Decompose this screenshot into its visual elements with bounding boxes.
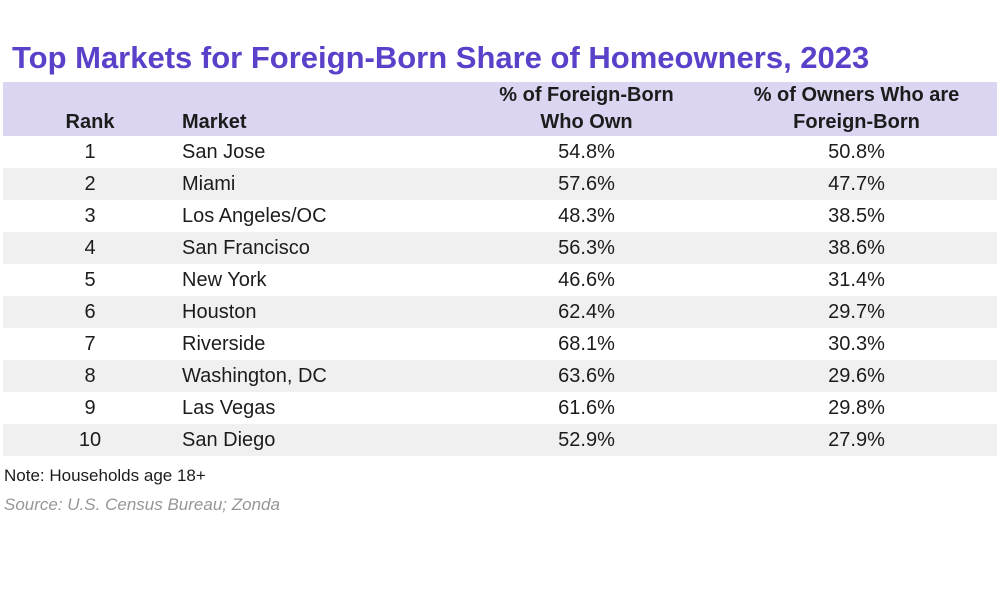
cell-pct-own: 68.1% bbox=[558, 333, 615, 355]
cell-market: Miami bbox=[182, 173, 236, 195]
cell-pct-own: 61.6% bbox=[558, 397, 615, 419]
cell-rank: 3 bbox=[84, 205, 96, 227]
cell-rank: 4 bbox=[84, 237, 96, 259]
cell-pct-own: 57.6% bbox=[558, 173, 615, 195]
cell-pct-foreign-born: 30.3% bbox=[828, 333, 885, 355]
cell-market: Las Vegas bbox=[182, 397, 276, 419]
table-row: 8 Washington, DC 63.6% 29.6% bbox=[3, 360, 997, 392]
cell-pct-foreign-born: 47.7% bbox=[828, 173, 885, 195]
cell-market: San Francisco bbox=[182, 237, 310, 259]
column-header-pct-own-line2: Who Own bbox=[540, 111, 633, 133]
cell-pct-foreign-born: 38.6% bbox=[828, 237, 885, 259]
cell-rank: 1 bbox=[84, 141, 96, 163]
table-header-row: Rank Market % of Foreign-Born Who Own % … bbox=[3, 82, 997, 136]
table-row: 4 San Francisco 56.3% 38.6% bbox=[3, 232, 997, 264]
table-row: 2 Miami 57.6% 47.7% bbox=[3, 168, 997, 200]
column-header-pct-foreign-born-line2: Foreign-Born bbox=[793, 111, 920, 133]
cell-pct-foreign-born: 31.4% bbox=[828, 269, 885, 291]
cell-rank: 9 bbox=[84, 397, 96, 419]
page-title: Top Markets for Foreign-Born Share of Ho… bbox=[12, 40, 870, 75]
column-header-rank: Rank bbox=[3, 82, 177, 136]
cell-pct-foreign-born: 29.6% bbox=[828, 365, 885, 387]
table-row: 10 San Diego 52.9% 27.9% bbox=[3, 424, 997, 456]
cell-rank: 7 bbox=[84, 333, 96, 355]
cell-pct-foreign-born: 27.9% bbox=[828, 429, 885, 451]
cell-market: New York bbox=[182, 269, 267, 291]
note-text: Note: Households age 18+ bbox=[4, 466, 206, 485]
cell-rank: 2 bbox=[84, 173, 96, 195]
markets-table: Rank Market % of Foreign-Born Who Own % … bbox=[3, 82, 997, 456]
column-header-pct-foreign-born: % of Owners Who are Foreign-Born bbox=[734, 82, 997, 136]
cell-pct-own: 63.6% bbox=[558, 365, 615, 387]
cell-pct-foreign-born: 50.8% bbox=[828, 141, 885, 163]
cell-pct-own: 56.3% bbox=[558, 237, 615, 259]
cell-market: Washington, DC bbox=[182, 365, 327, 387]
cell-rank: 10 bbox=[78, 429, 102, 451]
cell-market: San Diego bbox=[182, 429, 276, 451]
cell-pct-own: 46.6% bbox=[558, 269, 615, 291]
cell-pct-own: 62.4% bbox=[558, 301, 615, 323]
cell-pct-own: 52.9% bbox=[558, 429, 615, 451]
cell-rank: 6 bbox=[84, 301, 96, 323]
table-card: Top Markets for Foreign-Born Share of Ho… bbox=[0, 42, 1000, 604]
cell-rank: 8 bbox=[84, 365, 96, 387]
cell-pct-foreign-born: 38.5% bbox=[828, 205, 885, 227]
cell-pct-foreign-born: 29.8% bbox=[828, 397, 885, 419]
table-body: 1 San Jose 54.8% 50.8% 2 Miami 57.6% 47.… bbox=[3, 136, 997, 456]
cell-market: Houston bbox=[182, 301, 257, 323]
column-header-pct-own-line1: % of Foreign-Born bbox=[499, 84, 674, 106]
cell-market: Riverside bbox=[182, 333, 266, 355]
table-row: 9 Las Vegas 61.6% 29.8% bbox=[3, 392, 997, 424]
table-row: 7 Riverside 68.1% 30.3% bbox=[3, 328, 997, 360]
cell-pct-own: 48.3% bbox=[558, 205, 615, 227]
cell-rank: 5 bbox=[84, 269, 96, 291]
column-header-pct-own: % of Foreign-Born Who Own bbox=[439, 82, 734, 136]
cell-pct-own: 54.8% bbox=[558, 141, 615, 163]
table-header: Rank Market % of Foreign-Born Who Own % … bbox=[3, 82, 997, 136]
column-header-pct-foreign-born-line1: % of Owners Who are bbox=[753, 84, 960, 106]
table-row: 1 San Jose 54.8% 50.8% bbox=[3, 136, 997, 168]
cell-market: Los Angeles/OC bbox=[182, 205, 327, 227]
column-header-market: Market bbox=[177, 82, 439, 136]
cell-pct-foreign-born: 29.7% bbox=[828, 301, 885, 323]
table-row: 6 Houston 62.4% 29.7% bbox=[3, 296, 997, 328]
table-row: 5 New York 46.6% 31.4% bbox=[3, 264, 997, 296]
table-row: 3 Los Angeles/OC 48.3% 38.5% bbox=[3, 200, 997, 232]
cell-market: San Jose bbox=[182, 141, 266, 163]
source-text: Source: U.S. Census Bureau; Zonda bbox=[4, 495, 280, 514]
